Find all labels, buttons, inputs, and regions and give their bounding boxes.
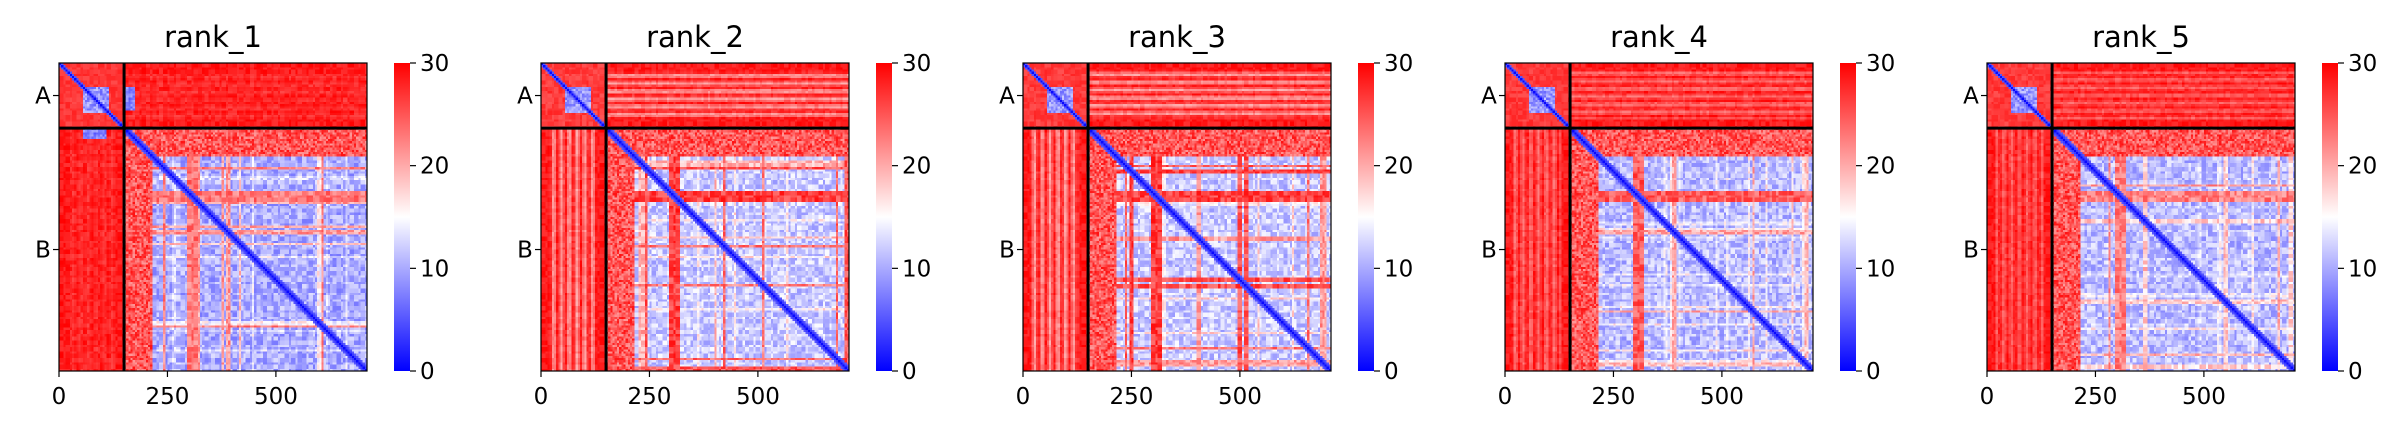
x-tick-label: 250 (2073, 384, 2117, 410)
colorbar-tick-label: 10 (1384, 256, 1413, 282)
panel-rank_4: rank_4 A B 0 250 500 0 10 20 30 (1481, 20, 1895, 410)
panel-title: rank_4 (1610, 20, 1708, 54)
colorbar-tick-label: 0 (1866, 359, 1881, 385)
x-tick-label: 250 (1591, 384, 1635, 410)
colorbar-tick-label: 30 (1384, 51, 1413, 77)
colorbar-tick-label: 0 (1384, 359, 1399, 385)
heatmap-frame (1986, 62, 2296, 372)
x-tick-label: 500 (2182, 384, 2226, 410)
x-tick-label: 500 (1700, 384, 1744, 410)
heatmap-image (1023, 63, 1331, 371)
colorbar-tick-label: 20 (1866, 154, 1895, 180)
colorbar-tick-label: 0 (420, 359, 435, 385)
x-tick-label: 0 (1980, 384, 1995, 410)
chain-label-B: B (517, 238, 533, 264)
heatmap-image (1987, 63, 2295, 371)
colorbar (1358, 63, 1374, 371)
panel-rank_3: rank_3 A B 0 250 500 0 10 20 30 (999, 20, 1413, 410)
chain-label-B: B (1481, 238, 1497, 264)
panel-title: rank_1 (164, 20, 262, 54)
chain-label-B: B (999, 238, 1015, 264)
chain-label-A: A (1963, 84, 1979, 110)
x-tick-label: 250 (627, 384, 671, 410)
heatmap-image (1505, 63, 1813, 371)
heatmap-frame (1504, 62, 1814, 372)
colorbar-tick-label: 30 (902, 51, 931, 77)
colorbar-tick-label: 10 (420, 256, 449, 282)
heatmap-image (541, 63, 849, 371)
colorbar-tick-label: 10 (2348, 256, 2377, 282)
colorbar (1840, 63, 1856, 371)
x-tick-label: 500 (254, 384, 298, 410)
x-tick-label: 500 (1218, 384, 1262, 410)
x-tick-label: 0 (1016, 384, 1031, 410)
colorbar-tick-label: 0 (902, 359, 917, 385)
x-tick-label: 250 (1109, 384, 1153, 410)
heatmap-frame (540, 62, 850, 372)
chain-label-A: A (1481, 84, 1497, 110)
chain-label-A: A (517, 84, 533, 110)
colorbar-tick-label: 10 (902, 256, 931, 282)
chain-label-A: A (999, 84, 1015, 110)
panel-rank_5: rank_5 A B 0 250 500 0 10 20 30 (1963, 20, 2377, 410)
heatmap-image (59, 63, 367, 371)
colorbar-tick-label: 20 (2348, 154, 2377, 180)
panel-rank_1: rank_1 A B 0 250 500 0 10 20 30 (35, 20, 449, 410)
colorbar (394, 63, 410, 371)
chain-label-B: B (1963, 238, 1979, 264)
panel-title: rank_2 (646, 20, 744, 54)
colorbar-tick-label: 20 (1384, 154, 1413, 180)
colorbar-tick-label: 30 (420, 51, 449, 77)
heatmap-frame (58, 62, 368, 372)
colorbar-tick-label: 0 (2348, 359, 2363, 385)
x-tick-label: 0 (52, 384, 67, 410)
colorbar-tick-label: 30 (2348, 51, 2377, 77)
x-tick-label: 0 (534, 384, 549, 410)
colorbar (2322, 63, 2338, 371)
panel-title: rank_5 (2092, 20, 2190, 54)
panel-title: rank_3 (1128, 20, 1226, 54)
colorbar-tick-label: 30 (1866, 51, 1895, 77)
panel-rank_2: rank_2 A B 0 250 500 0 10 20 30 (517, 20, 931, 410)
x-tick-label: 0 (1498, 384, 1513, 410)
heatmap-frame (1022, 62, 1332, 372)
x-tick-label: 250 (145, 384, 189, 410)
x-tick-label: 500 (736, 384, 780, 410)
colorbar-tick-label: 20 (420, 154, 449, 180)
chain-label-A: A (35, 84, 51, 110)
colorbar-tick-label: 20 (902, 154, 931, 180)
colorbar (876, 63, 892, 371)
chain-label-B: B (35, 238, 51, 264)
colorbar-tick-label: 10 (1866, 256, 1895, 282)
